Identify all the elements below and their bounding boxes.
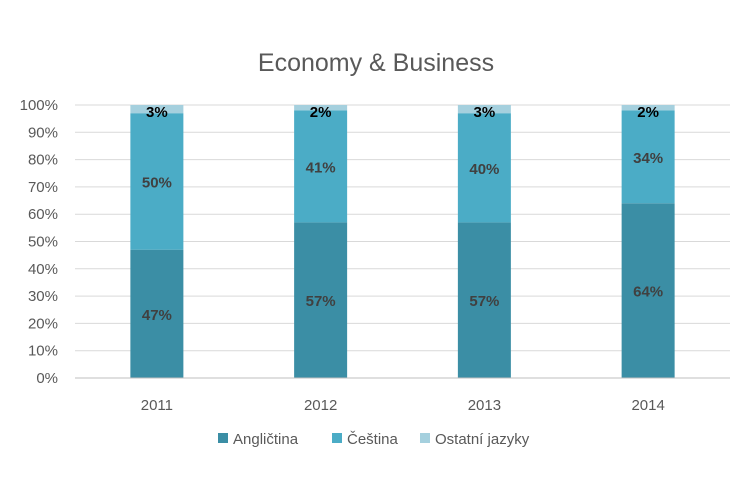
y-tick-label: 20%: [28, 315, 58, 332]
data-labels: 47% 50% 3% 57% 41% 2% 57% 40% 3% 64% 34% 2%: [142, 104, 663, 324]
legend: Angličtina Čeština Ostatní jazyky: [218, 431, 530, 448]
legend-label: Angličtina: [233, 431, 299, 448]
x-tick-label: 2011: [141, 397, 173, 414]
y-tick-label: 30%: [28, 288, 58, 305]
x-tick-label: 2014: [631, 397, 664, 414]
bar-segment: [294, 105, 348, 111]
bar-segment: [457, 222, 511, 378]
bars: [130, 105, 675, 378]
data-label: 57%: [306, 293, 336, 310]
y-tick-label: 60%: [28, 206, 58, 223]
data-label: 64%: [633, 284, 663, 301]
data-label: 41%: [306, 159, 336, 176]
chart-title: Economy & Business: [258, 49, 494, 77]
y-tick-label: 50%: [28, 234, 58, 251]
data-label: 2%: [310, 104, 332, 121]
data-label: 47%: [142, 307, 172, 324]
bar-segment: [621, 110, 675, 204]
bar-segment: [457, 105, 511, 114]
x-tick-label: 2013: [468, 397, 501, 414]
bar-segment: [621, 105, 675, 111]
y-tick-label: 70%: [28, 179, 58, 196]
y-tick-label: 90%: [28, 124, 58, 141]
data-label: 34%: [633, 150, 663, 167]
bar-segment: [130, 105, 184, 114]
y-tick-label: 10%: [28, 343, 58, 360]
data-label: 40%: [469, 161, 499, 178]
legend-swatch: [218, 433, 228, 443]
x-axis-ticks: 2011 2012 2013 2014: [141, 397, 665, 414]
legend-label: Čeština: [347, 431, 399, 448]
data-label: 50%: [142, 174, 172, 191]
y-tick-label: 100%: [20, 97, 58, 114]
data-label: 3%: [146, 104, 168, 121]
legend-swatch: [420, 433, 430, 443]
y-tick-label: 80%: [28, 152, 58, 169]
bar-segment: [294, 222, 348, 378]
y-tick-label: 40%: [28, 261, 58, 278]
bar-segment: [130, 249, 184, 378]
legend-label: Ostatní jazyky: [435, 431, 530, 448]
x-tick-label: 2012: [304, 397, 337, 414]
bar-segment: [457, 113, 511, 223]
data-label: 2%: [637, 104, 659, 121]
y-axis-ticks: 0% 10% 20% 30% 40% 50% 60% 70% 80% 90% 100%: [20, 97, 58, 387]
y-tick-label: 0%: [36, 370, 58, 387]
bar-segment: [621, 203, 675, 378]
legend-swatch: [332, 433, 342, 443]
gridlines: [75, 104, 730, 352]
data-label: 3%: [474, 104, 496, 121]
data-label: 57%: [469, 293, 499, 310]
bar-segment: [130, 113, 184, 250]
bar-segment: [294, 110, 348, 223]
